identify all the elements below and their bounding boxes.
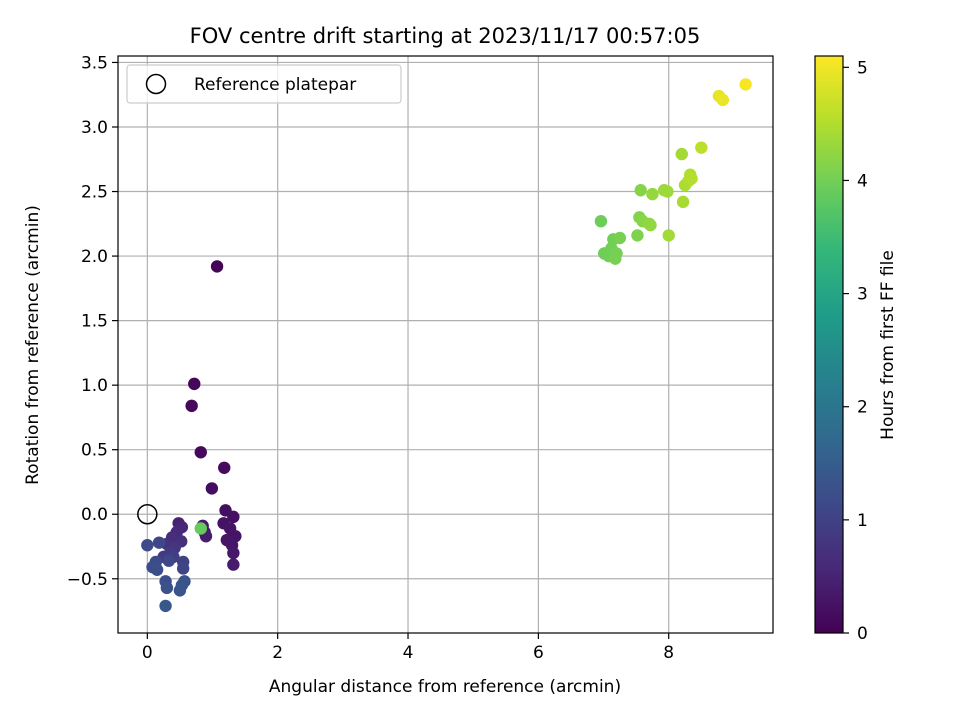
data-point: [141, 539, 154, 552]
data-point: [631, 229, 644, 242]
chart-title: FOV centre drift starting at 2023/11/17 …: [190, 24, 701, 48]
data-point: [162, 554, 176, 567]
y-tick-label: 3.5: [81, 53, 108, 73]
data-point: [176, 562, 190, 575]
y-axis-ticks: −0.5 0.0 0.5 1.0 1.5 2.0 2.5 3.0 3.5: [67, 53, 118, 590]
data-point: [194, 446, 207, 459]
data-point: [173, 584, 187, 597]
legend-entry-reference: Reference platepar: [194, 75, 356, 95]
colorbar-label: Hours from first FF file: [878, 250, 898, 440]
data-point: [160, 581, 174, 595]
colorbar-gradient: [814, 55, 844, 634]
grid-lines: [118, 56, 773, 633]
legend-reference-marker: [145, 73, 167, 95]
y-tick-label: −0.5: [67, 570, 108, 590]
y-tick-label: 2.5: [81, 183, 108, 203]
colorbar: 0 1 2 3 4 5 Hours from first FF file: [814, 55, 898, 644]
x-tick-label: 6: [533, 643, 544, 663]
data-point: [676, 195, 690, 209]
data-point: [188, 377, 201, 391]
legend: Reference platepar: [126, 64, 402, 104]
y-axis-label: Rotation from reference (arcmin): [23, 205, 43, 485]
x-axis-label: Angular distance from reference (arcmin): [269, 677, 621, 697]
y-tick-label: 1.0: [81, 376, 108, 396]
data-point: [218, 461, 231, 474]
data-point: [613, 231, 627, 245]
colorbar-tick-label: 2: [857, 398, 868, 418]
reference-platepar-marker: [137, 503, 158, 525]
y-tick-label: 2.0: [81, 247, 108, 267]
colorbar-ticks: 0 1 2 3 4 5: [843, 58, 868, 644]
data-point: [159, 599, 172, 613]
y-tick-label: 3.0: [81, 118, 108, 138]
data-point: [185, 399, 198, 413]
data-point: [227, 546, 240, 560]
colorbar-tick-label: 3: [857, 285, 868, 305]
x-tick-label: 4: [403, 643, 414, 663]
data-point: [662, 229, 675, 242]
data-point: [634, 184, 647, 197]
data-point: [685, 172, 698, 185]
y-tick-label: 0.5: [81, 441, 108, 461]
colorbar-tick-label: 0: [857, 624, 868, 644]
x-tick-label: 2: [272, 643, 283, 663]
data-point: [210, 260, 224, 273]
plot-frame: [117, 55, 774, 634]
x-tick-label: 0: [142, 643, 153, 663]
data-point: [152, 536, 166, 549]
data-point: [716, 93, 730, 107]
y-tick-label: 1.5: [81, 312, 108, 332]
x-tick-label: 8: [663, 643, 674, 663]
legend-box: [126, 64, 402, 104]
data-point: [594, 215, 608, 228]
data-point: [695, 141, 708, 154]
data-point: [675, 147, 688, 161]
y-tick-label: 0.0: [81, 505, 108, 525]
colorbar-tick-label: 5: [857, 58, 868, 78]
data-point: [739, 78, 752, 91]
data-point: [227, 510, 240, 524]
data-point: [227, 558, 240, 571]
data-point: [644, 218, 657, 232]
reference-marker-layer: [137, 503, 158, 525]
data-point: [610, 247, 623, 260]
colorbar-tick-label: 1: [857, 511, 868, 531]
data-point: [194, 522, 207, 535]
data-point: [205, 482, 219, 495]
data-point: [646, 187, 659, 201]
x-axis-ticks: 0 2 4 6 8: [142, 633, 674, 663]
data-point: [150, 563, 164, 576]
data-points: [141, 78, 752, 613]
data-point: [661, 185, 674, 198]
colorbar-tick-label: 4: [857, 171, 868, 191]
